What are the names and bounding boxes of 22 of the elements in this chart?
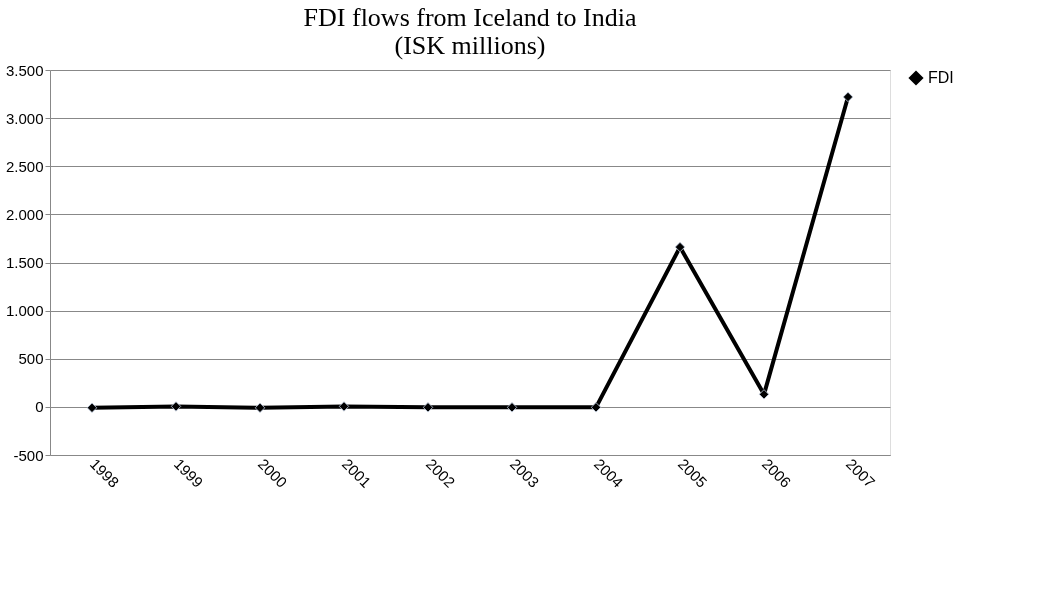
- point: [842, 91, 854, 103]
- point: [758, 389, 770, 400]
- y-tick-label: 500: [18, 350, 44, 368]
- point: [338, 401, 350, 412]
- point: [590, 402, 602, 413]
- point: [86, 402, 98, 413]
- y-tick-label: 1.000: [5, 302, 44, 320]
- y-tick-label: 0: [35, 398, 44, 416]
- y-tick-label: 2.000: [5, 205, 44, 223]
- legend-label: FDI: [928, 69, 954, 86]
- point: [506, 402, 518, 413]
- point: [422, 402, 434, 413]
- y-tick-label: -500: [13, 446, 44, 464]
- text: FDI flows from Iceland to India: [303, 3, 637, 32]
- y-tick-label: 1.500: [5, 254, 44, 271]
- y-tick-label: 2.500: [5, 157, 44, 175]
- text: (ISK millions): [394, 31, 546, 60]
- point: [170, 401, 182, 412]
- point: [674, 241, 686, 253]
- y-tick-label: 3.500: [5, 61, 44, 79]
- y-tick-label: 3.000: [5, 109, 44, 127]
- point: [254, 402, 266, 413]
